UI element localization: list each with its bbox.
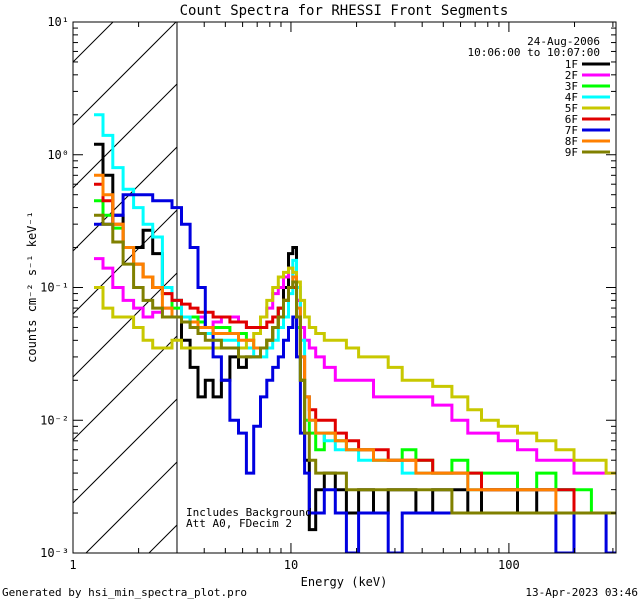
legend-label-3f: 3F <box>565 80 578 93</box>
legend-label-2f: 2F <box>565 69 578 82</box>
series-9f-line <box>94 213 616 515</box>
legend-label-9f: 9F <box>565 146 578 159</box>
y-tick-label: 10¹ <box>47 15 69 29</box>
legend-label-6f: 6F <box>565 113 578 126</box>
hatch-line <box>72 21 177 126</box>
date-label: 24-Aug-2006 <box>527 35 600 48</box>
legend-label-5f: 5F <box>565 102 578 115</box>
generated-by-label: Generated by hsi_min_spectra_plot.pro <box>2 586 247 599</box>
legend-label-8f: 8F <box>565 135 578 148</box>
hatch-line <box>72 83 178 189</box>
time-range-label: 10:06:00 to 10:07:00 <box>468 46 600 59</box>
series-7f-line <box>94 193 616 553</box>
legend-label-1f: 1F <box>565 58 578 71</box>
y-tick-label: 10⁻² <box>40 413 69 427</box>
hatched-region <box>72 21 178 554</box>
legend-label-4f: 4F <box>565 91 578 104</box>
attenuator-note: Att A0, FDecim 2 <box>186 517 292 530</box>
x-tick-label: 1 <box>69 558 76 572</box>
y-tick-label: 10⁻³ <box>40 546 69 560</box>
x-tick-label: 10 <box>284 558 298 572</box>
x-axis-label: Energy (keV) <box>301 575 388 589</box>
hatch-line <box>72 272 178 378</box>
chart-title: Count Spectra for RHESSI Front Segments <box>180 3 509 19</box>
timestamp-label: 13-Apr-2023 03:46 <box>525 586 638 599</box>
hatch-line <box>85 461 178 554</box>
hatch-line <box>148 524 178 554</box>
x-tick-label: 100 <box>498 558 520 572</box>
background-note: Includes Background <box>186 506 312 519</box>
y-axis-label: counts cm⁻² s⁻¹ keV⁻¹ <box>25 211 39 363</box>
hatch-line <box>72 146 178 252</box>
hatch-line <box>72 21 114 63</box>
y-tick-label: 10⁻¹ <box>40 281 69 295</box>
hatch-line <box>72 335 178 441</box>
hatch-line <box>72 209 178 315</box>
axes: 1 10 100 10⁻³ 10⁻² 10⁻¹ 10⁰ 10¹ <box>40 15 616 572</box>
hatch-line <box>72 398 178 504</box>
series-layer <box>94 113 616 553</box>
y-tick-label: 10⁰ <box>47 148 69 162</box>
legend-label-7f: 7F <box>565 124 578 137</box>
